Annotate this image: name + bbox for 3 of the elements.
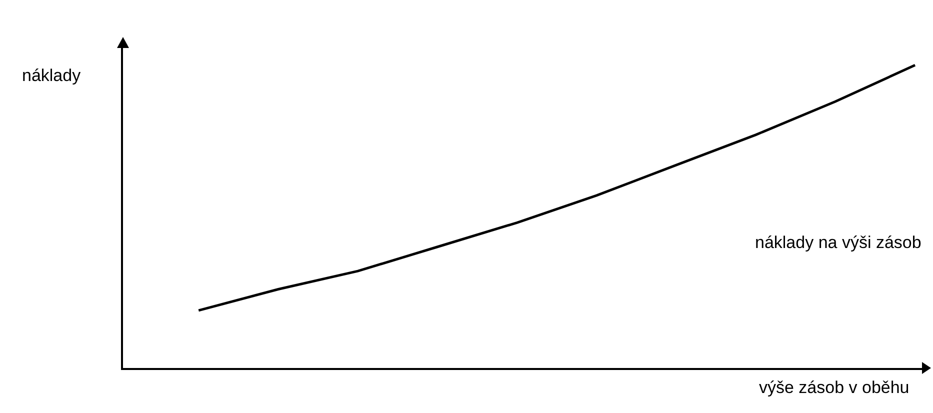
- y-axis-title: náklady: [22, 66, 82, 85]
- x-axis-title: výše zásob v oběhu: [759, 378, 910, 397]
- text: náklady na výši zásob: [755, 233, 922, 252]
